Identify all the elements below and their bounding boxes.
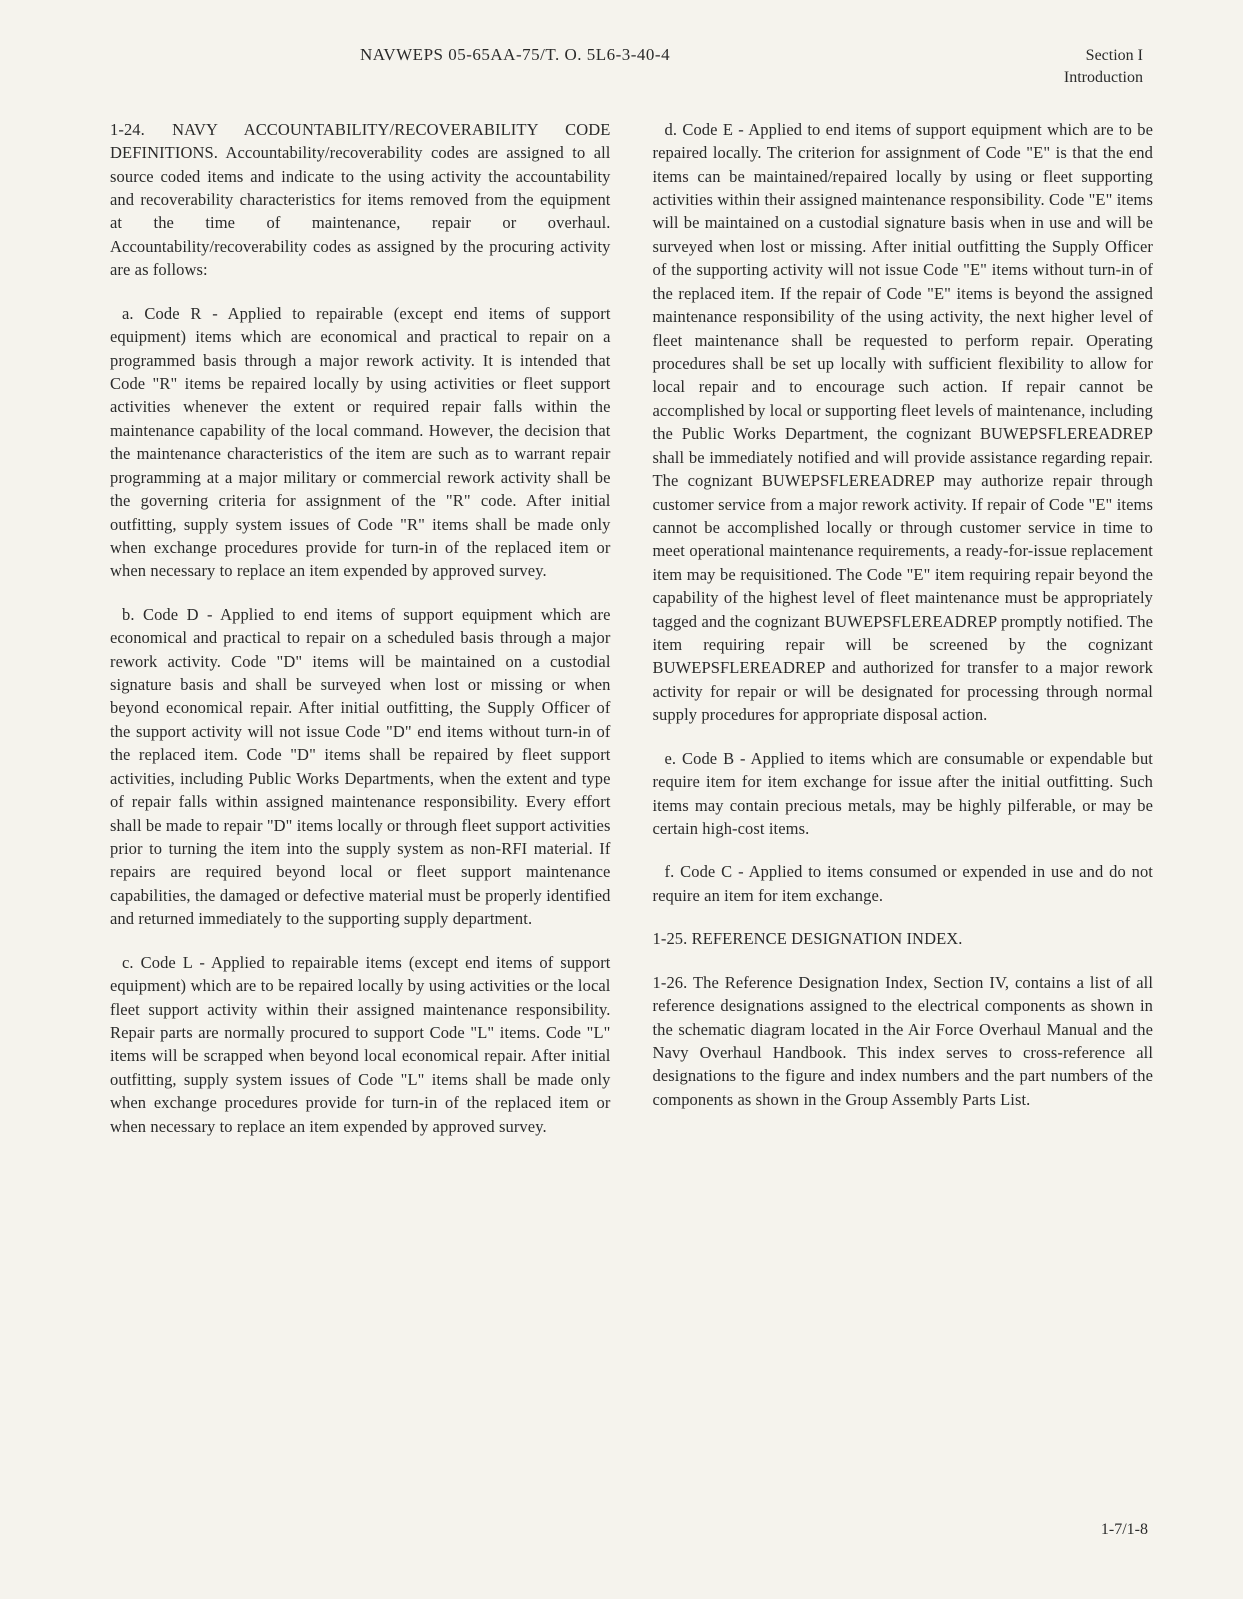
para-code-c: f. Code C - Applied to items consumed or… (653, 860, 1154, 907)
para-code-e: d. Code E - Applied to end items of supp… (653, 118, 1154, 727)
para-1-25-title: 1-25. REFERENCE DESIGNATION INDEX. (653, 927, 1154, 950)
document-page: NAVWEPS 05-65AA-75/T. O. 5L6-3-40-4 Sect… (0, 0, 1243, 1599)
page-header: NAVWEPS 05-65AA-75/T. O. 5L6-3-40-4 Sect… (110, 45, 1153, 90)
section-label: Section I Introduction (1064, 45, 1143, 90)
para-code-d: b. Code D - Applied to end items of supp… (110, 603, 611, 931)
section-number: Section I (1064, 45, 1143, 67)
para-code-b: e. Code B - Applied to items which are c… (653, 747, 1154, 841)
page-number: 1-7/1-8 (1101, 1521, 1148, 1539)
section-name: Introduction (1064, 67, 1143, 89)
para-1-26: 1-26. The Reference Designation Index, S… (653, 971, 1154, 1112)
body-content: 1-24. NAVY ACCOUNTABILITY/RECOVERABILITY… (110, 118, 1153, 1145)
para-code-l: c. Code L - Applied to repairable items … (110, 951, 611, 1138)
para-code-r: a. Code R - Applied to repairable (excep… (110, 302, 611, 583)
document-id: NAVWEPS 05-65AA-75/T. O. 5L6-3-40-4 (360, 45, 670, 90)
para-1-24-intro: 1-24. NAVY ACCOUNTABILITY/RECOVERABILITY… (110, 118, 611, 282)
